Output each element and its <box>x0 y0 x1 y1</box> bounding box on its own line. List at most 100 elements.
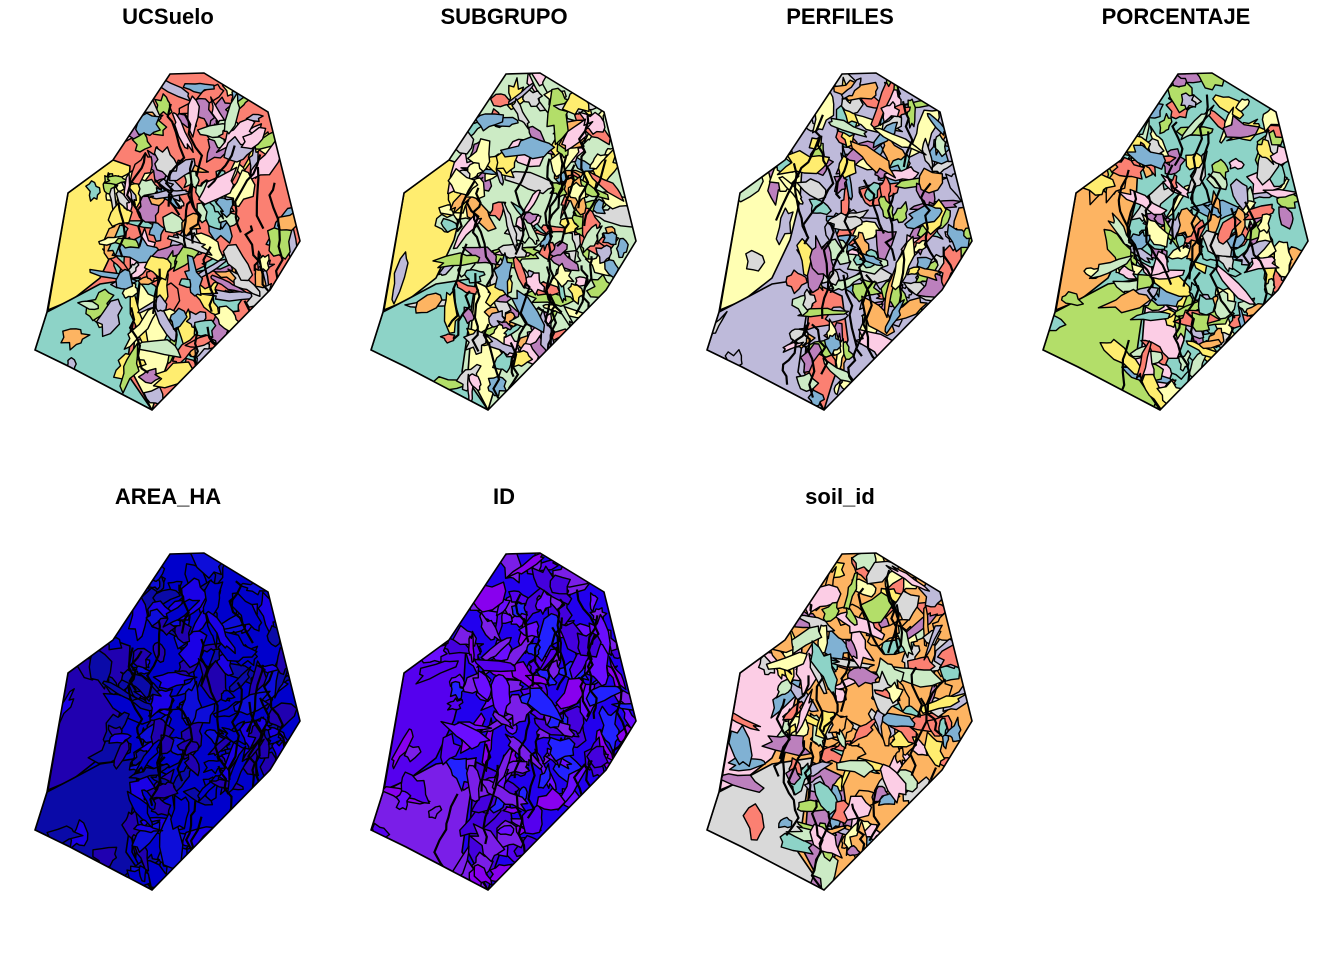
soil-polygon <box>547 736 576 762</box>
soil-polygon <box>473 863 493 886</box>
drainage-line <box>898 250 906 304</box>
drainage-line <box>268 182 284 279</box>
soil-polygon <box>495 168 505 186</box>
drainage-line <box>884 192 896 261</box>
soil-polygon <box>162 598 201 628</box>
drainage-line <box>901 100 914 168</box>
drainage-line <box>822 221 835 290</box>
soil-polygon <box>828 117 868 138</box>
drainage-line <box>183 113 204 177</box>
soil-polygon <box>85 180 101 202</box>
drainage-line <box>1185 271 1201 343</box>
soil-polygon <box>1141 212 1170 248</box>
soil-polygon <box>176 738 200 757</box>
drainage-line <box>555 598 568 691</box>
soil-polygon <box>150 797 172 817</box>
drainage-line <box>255 166 265 230</box>
drainage-line <box>820 207 852 319</box>
soil-polygon <box>143 255 172 281</box>
soil-polygon <box>466 764 482 803</box>
drainage-line <box>176 705 194 782</box>
drainage-line <box>154 697 174 791</box>
soil-polygon <box>495 598 511 617</box>
soil-polygon <box>115 190 131 211</box>
soil-polygon <box>220 689 236 702</box>
soil-polygon <box>559 217 580 235</box>
soil-polygon <box>178 278 192 288</box>
drainage-line <box>857 587 886 655</box>
soil-polygon <box>449 680 466 701</box>
soil-polygon <box>580 223 603 254</box>
soil-polygon <box>500 136 556 160</box>
drainage-line <box>199 638 209 687</box>
soil-polygon <box>536 787 566 811</box>
soil-polygon <box>504 170 556 195</box>
soil-polygon <box>496 320 513 331</box>
soil-polygon <box>508 82 535 106</box>
drainage-line <box>513 713 531 779</box>
soil-polygon <box>879 763 907 804</box>
drainage-line <box>774 114 824 221</box>
soil-polygon <box>921 137 934 171</box>
soil-polygon <box>1158 112 1173 135</box>
soil-polygon <box>1188 281 1203 302</box>
drainage-line <box>465 200 482 249</box>
soil-polygon <box>115 268 134 290</box>
soil-polygon <box>883 166 920 182</box>
soil-polygon <box>172 760 194 795</box>
map-outline <box>370 72 637 411</box>
drainage-line <box>229 580 254 644</box>
drainage-line <box>544 158 555 230</box>
soil-polygon <box>193 232 224 262</box>
soil-polygon <box>133 739 162 776</box>
drainage-line <box>514 593 530 643</box>
soil-polygon <box>782 341 805 353</box>
soil-polygon <box>440 217 458 233</box>
drainage-line <box>781 752 800 837</box>
panel-title: PERFILES <box>786 4 894 29</box>
map-outline <box>1042 72 1309 411</box>
soil-polygon <box>415 660 459 685</box>
soil-polygon <box>489 93 514 108</box>
soil-polygon <box>846 845 861 857</box>
map-panel: PERFILES <box>672 0 1008 480</box>
soil-polygon <box>567 181 587 204</box>
drainage-line <box>189 183 202 244</box>
soil-polygon <box>835 728 847 749</box>
soil-polygon <box>847 666 880 688</box>
soil-polygon <box>880 101 900 123</box>
soil-polygon <box>1222 114 1260 139</box>
drainage-line <box>482 323 501 399</box>
soil-polygon <box>511 97 530 130</box>
soil-polygon <box>604 259 620 279</box>
soil-polygon <box>136 195 160 223</box>
soil-polygon <box>526 642 541 657</box>
soil-polygon <box>108 732 132 744</box>
drainage-line <box>1242 201 1258 272</box>
soil-polygon <box>836 759 875 778</box>
drainage-line <box>526 733 541 819</box>
drainage-line <box>772 675 810 777</box>
drainage-line <box>248 701 264 791</box>
soil-polygon <box>589 153 609 170</box>
drainage-line <box>507 341 520 390</box>
soil-polygon <box>843 571 859 610</box>
soil-polygon <box>427 805 443 820</box>
soil-polygon <box>1129 311 1171 322</box>
soil-polygon <box>77 300 99 311</box>
soil-polygon <box>395 790 412 811</box>
soil-polygon <box>765 651 808 672</box>
soil-polygon <box>923 624 943 661</box>
drainage-line <box>1171 121 1184 167</box>
drainage-line <box>909 697 928 777</box>
soil-polygon <box>160 734 175 755</box>
soil-polygon <box>205 610 236 655</box>
soil-polygon <box>446 697 464 711</box>
drainage-line <box>822 691 839 733</box>
panel-title: AREA_HA <box>114 484 222 509</box>
drainage-line <box>884 587 900 654</box>
map-outline <box>706 72 973 411</box>
soil-polygon <box>884 299 905 335</box>
drainage-line <box>127 647 137 692</box>
soil-polygon <box>840 77 862 100</box>
